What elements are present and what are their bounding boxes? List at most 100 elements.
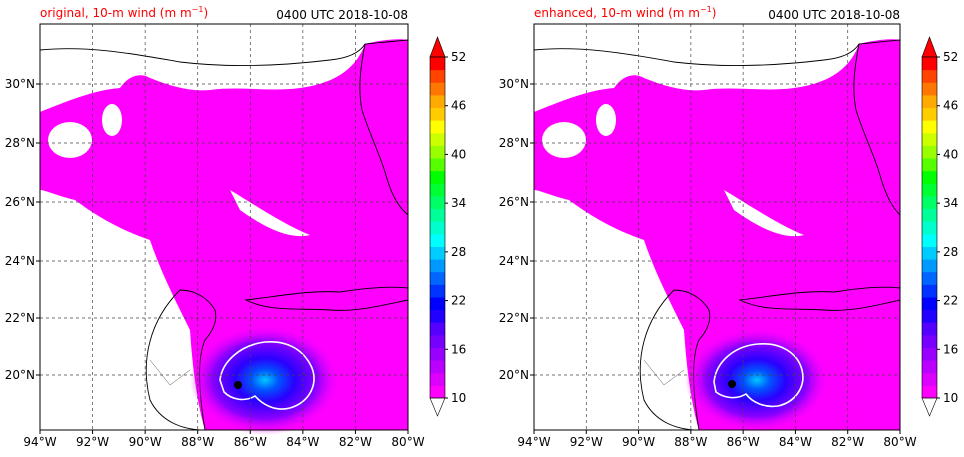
colorbar-swatch [430,334,445,348]
colorbar-swatch [922,69,937,83]
lat-tick-label: 28°N [499,136,529,150]
colorbar-swatch [430,233,445,247]
colorbar-swatch [430,284,445,298]
colorbar-extend-min [429,397,446,417]
lat-tick-label: 24°N [499,254,529,268]
lon-tick-label: 90°W [622,435,655,449]
colorbar-swatch [922,158,937,172]
colorbar-swatch [430,246,445,260]
colorbar-swatch [430,360,445,374]
lat-tick-label: 22°N [499,311,529,325]
colorbar-swatch [430,120,445,134]
colorbar-swatch [922,82,937,96]
colorbar-tick-label: 10 [943,391,958,405]
panel-time-label: 0400 UTC 2018-10-08 [768,8,900,22]
lon-tick-label: 82°W [339,435,372,449]
colorbar: 52 46 40 34 28 22 16 10 [921,36,958,417]
lon-tick-label: 84°W [779,435,812,449]
colorbar-swatch [430,170,445,184]
colorbar-swatch [922,94,937,109]
colorbar-swatch [430,158,445,172]
panel-original: original, 10-m wind (m m−1) 0400 UTC 201… [5,5,467,449]
panel-title-left: enhanced, 10-m wind (m m−1) [534,5,716,20]
colorbar-swatch [922,246,937,260]
map-area [39,23,409,435]
wind-contour [713,343,804,408]
colorbar-tick-label: 34 [943,196,958,210]
lat-axis: 30°N 28°N 26°N 24°N 22°N 20°N [5,77,40,382]
colorbar-swatch [430,271,445,285]
wind-field [534,39,900,430]
colorbar-swatch [922,296,937,311]
lon-tick-label: 90°W [129,435,162,449]
panel-time-label: 0400 UTC 2018-10-08 [276,8,408,22]
colorbar-swatch [922,132,937,146]
colorbar-tick-label: 22 [943,294,958,308]
lat-tick-label: 24°N [5,254,35,268]
colorbar-swatch [922,221,937,235]
colorbar-swatch [922,347,937,361]
colorbar-tick-label: 52 [451,50,466,64]
colorbar-tick-label: 46 [451,99,466,113]
colorbar-swatch [922,259,937,273]
wind-field [40,39,408,430]
colorbar-swatch [922,385,937,399]
lon-tick-label: 88°W [674,435,707,449]
colorbar-swatch [922,195,937,210]
colorbar-swatch [922,334,937,348]
colorbar-swatch [430,309,445,323]
lon-tick-label: 94°W [517,435,550,449]
lon-tick-label: 86°W [234,435,267,449]
colorbar-swatch [922,284,937,298]
colorbar-swatch [922,107,937,121]
colorbar-swatch [430,221,445,235]
colorbar-swatch [922,309,937,323]
lon-axis: 94°W 92°W 90°W 88°W 86°W 84°W 82°W 80°W [517,430,917,449]
colorbar-extend-max [429,36,446,58]
lat-tick-label: 26°N [5,195,35,209]
colorbar-swatch [430,107,445,121]
colorbar-swatch [922,360,937,374]
colorbar-swatch [430,385,445,399]
lon-tick-label: 88°W [181,435,214,449]
lat-tick-label: 26°N [499,195,529,209]
lon-tick-label: 80°W [391,435,424,449]
map-area [533,23,901,432]
colorbar-swatch [430,322,445,336]
colorbar-swatch [430,347,445,361]
colorbar-swatch [430,132,445,146]
colorbar-swatch [922,372,937,386]
colorbar-tick-label: 16 [943,342,958,356]
lon-axis: 94°W 92°W 90°W 88°W 86°W 84°W 82°W 80°W [23,430,425,449]
lat-tick-label: 30°N [5,77,35,91]
colorbar-swatch [430,372,445,386]
colorbar-tick-label: 34 [451,196,466,210]
colorbar-extend-min [921,397,938,417]
colorbar: 52 46 40 34 28 22 16 10 [429,36,466,417]
lat-axis: 30°N 28°N 26°N 24°N 22°N 20°N [499,77,534,382]
colorbar-swatch [922,145,937,159]
colorbar-tick-label: 52 [943,50,958,64]
colorbar-swatch [922,170,937,184]
colorbar-swatch [430,296,445,311]
lon-tick-label: 82°W [831,435,864,449]
lon-tick-label: 86°W [727,435,760,449]
colorbar-tick-label: 16 [451,342,466,356]
colorbar-swatch [430,57,445,71]
colorbar-swatch [922,271,937,285]
colorbar-tick-label: 28 [943,245,958,259]
colorbar-tick-label: 46 [943,99,958,113]
colorbar-tick-label: 28 [451,245,466,259]
panel-enhanced: enhanced, 10-m wind (m m−1) 0400 UTC 201… [499,5,959,449]
colorbar-tick-label: 40 [943,147,958,161]
colorbar-swatch [430,145,445,159]
colorbar-swatch [430,195,445,210]
lon-tick-label: 92°W [570,435,603,449]
colorbar-swatch [430,94,445,109]
colorbar-swatch [430,69,445,83]
wind-contour [219,341,315,410]
lat-tick-label: 22°N [5,311,35,325]
lon-tick-label: 84°W [286,435,319,449]
lat-tick-label: 30°N [499,77,529,91]
